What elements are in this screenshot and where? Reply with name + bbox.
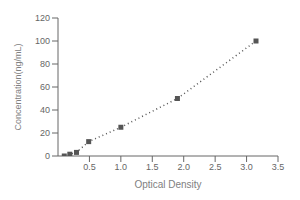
svg-text:2.0: 2.0 xyxy=(177,162,190,172)
svg-text:3.0: 3.0 xyxy=(240,162,253,172)
svg-text:3.5: 3.5 xyxy=(272,162,285,172)
svg-text:40: 40 xyxy=(40,105,50,115)
svg-text:120: 120 xyxy=(35,13,50,23)
svg-text:100: 100 xyxy=(35,36,50,46)
svg-text:0.5: 0.5 xyxy=(83,162,96,172)
svg-text:20: 20 xyxy=(40,128,50,138)
svg-text:1.0: 1.0 xyxy=(115,162,128,172)
svg-text:Concentration(ng/mL): Concentration(ng/mL) xyxy=(13,43,23,130)
svg-text:0: 0 xyxy=(45,151,50,161)
svg-text:Optical Density: Optical Density xyxy=(134,179,201,190)
svg-text:60: 60 xyxy=(40,82,50,92)
svg-text:1.5: 1.5 xyxy=(146,162,159,172)
svg-text:80: 80 xyxy=(40,59,50,69)
svg-text:2.5: 2.5 xyxy=(209,162,222,172)
